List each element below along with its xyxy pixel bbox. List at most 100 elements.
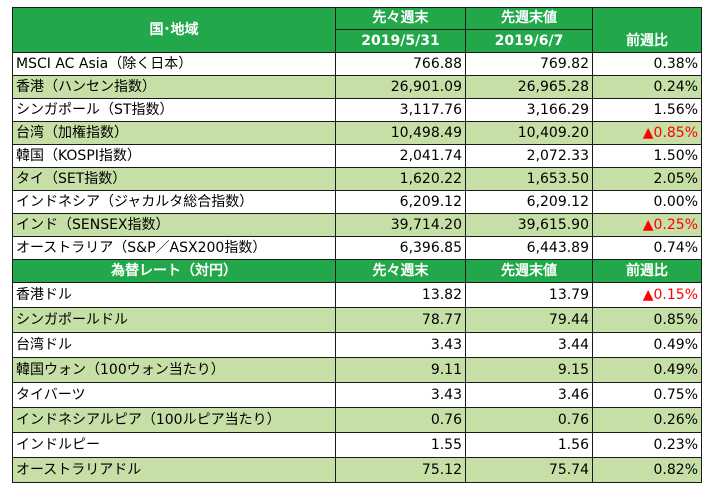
- fx-header-change: 前週比: [592, 259, 702, 283]
- header-last-week: 先週末値: [465, 7, 593, 30]
- row-prev-value: 3.43: [335, 382, 466, 408]
- row-last-value: 39,615.90: [465, 213, 593, 237]
- header-last-date: 2019/6/7: [465, 29, 593, 53]
- market-table-container: 国･地域 先々週末 先週末値 前週比 2019/5/31 2019/6/7 MS…: [12, 7, 702, 483]
- fx-row: シンガポールドル 78.77 79.44 0.85%: [12, 307, 702, 333]
- row-change: 2.05%: [592, 167, 702, 191]
- row-prev-value: 1,620.22: [335, 167, 466, 191]
- row-prev-value: 6,396.85: [335, 236, 466, 260]
- row-name: タイバーツ: [12, 382, 336, 408]
- row-prev-value: 39,714.20: [335, 213, 466, 237]
- row-last-value: 769.82: [465, 52, 593, 76]
- row-last-value: 26,965.28: [465, 75, 593, 99]
- header-change: 前週比: [592, 7, 702, 53]
- header-row-1: 国･地域 先々週末 先週末値 前週比: [12, 7, 702, 53]
- row-name: 台湾（加権指数）: [12, 121, 336, 145]
- row-prev-value: 766.88: [335, 52, 466, 76]
- row-last-value: 75.74: [465, 457, 593, 483]
- row-name: 香港ドル: [12, 282, 336, 308]
- row-change: 0.23%: [592, 432, 702, 458]
- row-last-value: 9.15: [465, 357, 593, 383]
- index-row: タイ（SET指数） 1,620.22 1,653.50 2.05%: [12, 167, 702, 191]
- row-change: 0.85%: [592, 307, 702, 333]
- row-prev-value: 13.82: [335, 282, 466, 308]
- row-name: 台湾ドル: [12, 332, 336, 358]
- row-name: 韓国（KOSPI指数）: [12, 144, 336, 168]
- row-change: ▲0.15%: [592, 282, 702, 308]
- row-change: ▲0.85%: [592, 121, 702, 145]
- fx-row: インドネシアルピア（100ルピア当たり） 0.76 0.76 0.26%: [12, 407, 702, 433]
- row-prev-value: 6,209.12: [335, 190, 466, 214]
- index-row: MSCI AC Asia（除く日本） 766.88 769.82 0.38%: [12, 52, 702, 76]
- market-table: 国･地域 先々週末 先週末値 前週比 2019/5/31 2019/6/7 MS…: [12, 7, 702, 483]
- fx-header-row: 為替レート（対円） 先々週末 先週末値 前週比: [12, 259, 702, 283]
- row-prev-value: 1.55: [335, 432, 466, 458]
- row-change: 0.26%: [592, 407, 702, 433]
- fx-row: インドルピー 1.55 1.56 0.23%: [12, 432, 702, 458]
- row-change: 0.49%: [592, 357, 702, 383]
- row-change: 0.00%: [592, 190, 702, 214]
- row-name: インドネシア（ジャカルタ総合指数）: [12, 190, 336, 214]
- row-change: 0.74%: [592, 236, 702, 260]
- row-prev-value: 26,901.09: [335, 75, 466, 99]
- row-name: シンガポール（ST指数）: [12, 98, 336, 122]
- fx-row: 台湾ドル 3.43 3.44 0.49%: [12, 332, 702, 358]
- row-last-value: 0.76: [465, 407, 593, 433]
- row-name: タイ（SET指数）: [12, 167, 336, 191]
- row-name: インドルピー: [12, 432, 336, 458]
- index-row: インド（SENSEX指数） 39,714.20 39,615.90 ▲0.25%: [12, 213, 702, 237]
- row-change: 1.56%: [592, 98, 702, 122]
- row-last-value: 79.44: [465, 307, 593, 333]
- row-name: シンガポールドル: [12, 307, 336, 333]
- fx-header-last: 先週末値: [465, 259, 593, 283]
- row-last-value: 10,409.20: [465, 121, 593, 145]
- row-name: インドネシアルピア（100ルピア当たり）: [12, 407, 336, 433]
- row-prev-value: 75.12: [335, 457, 466, 483]
- row-name: オーストラリア（S&P／ASX200指数）: [12, 236, 336, 260]
- row-change: 0.75%: [592, 382, 702, 408]
- row-change: 0.24%: [592, 75, 702, 99]
- row-prev-value: 0.76: [335, 407, 466, 433]
- header-prev-date: 2019/5/31: [335, 29, 466, 53]
- row-last-value: 3.46: [465, 382, 593, 408]
- row-prev-value: 2,041.74: [335, 144, 466, 168]
- index-row: シンガポール（ST指数） 3,117.76 3,166.29 1.56%: [12, 98, 702, 122]
- index-row: 韓国（KOSPI指数） 2,041.74 2,072.33 1.50%: [12, 144, 702, 168]
- index-row: 台湾（加権指数） 10,498.49 10,409.20 ▲0.85%: [12, 121, 702, 145]
- index-row: オーストラリア（S&P／ASX200指数） 6,396.85 6,443.89 0.7…: [12, 236, 702, 260]
- fx-row: オーストラリアドル 75.12 75.74 0.82%: [12, 457, 702, 483]
- fx-header-label: 為替レート（対円）: [12, 259, 336, 283]
- row-name: 韓国ウォン（100ウォン当たり）: [12, 357, 336, 383]
- index-row: 香港（ハンセン指数） 26,901.09 26,965.28 0.24%: [12, 75, 702, 99]
- index-row: インドネシア（ジャカルタ総合指数） 6,209.12 6,209.12 0.00%: [12, 190, 702, 214]
- fx-row: 韓国ウォン（100ウォン当たり） 9.11 9.15 0.49%: [12, 357, 702, 383]
- row-prev-value: 10,498.49: [335, 121, 466, 145]
- row-change: 0.49%: [592, 332, 702, 358]
- row-name: 香港（ハンセン指数）: [12, 75, 336, 99]
- row-last-value: 2,072.33: [465, 144, 593, 168]
- row-change: 0.82%: [592, 457, 702, 483]
- row-prev-value: 9.11: [335, 357, 466, 383]
- row-change: 1.50%: [592, 144, 702, 168]
- row-last-value: 3,166.29: [465, 98, 593, 122]
- row-last-value: 13.79: [465, 282, 593, 308]
- market-table-body: 国･地域 先々週末 先週末値 前週比 2019/5/31 2019/6/7 MS…: [12, 7, 702, 483]
- row-prev-value: 78.77: [335, 307, 466, 333]
- fx-header-prev: 先々週末: [335, 259, 466, 283]
- header-region: 国･地域: [12, 7, 336, 53]
- row-name: オーストラリアドル: [12, 457, 336, 483]
- row-last-value: 6,209.12: [465, 190, 593, 214]
- header-prev-week: 先々週末: [335, 7, 466, 30]
- row-last-value: 1,653.50: [465, 167, 593, 191]
- row-last-value: 6,443.89: [465, 236, 593, 260]
- fx-row: 香港ドル 13.82 13.79 ▲0.15%: [12, 282, 702, 308]
- row-last-value: 3.44: [465, 332, 593, 358]
- row-name: MSCI AC Asia（除く日本）: [12, 52, 336, 76]
- row-change: ▲0.25%: [592, 213, 702, 237]
- row-change: 0.38%: [592, 52, 702, 76]
- row-name: インド（SENSEX指数）: [12, 213, 336, 237]
- row-prev-value: 3,117.76: [335, 98, 466, 122]
- fx-row: タイバーツ 3.43 3.46 0.75%: [12, 382, 702, 408]
- row-last-value: 1.56: [465, 432, 593, 458]
- row-prev-value: 3.43: [335, 332, 466, 358]
